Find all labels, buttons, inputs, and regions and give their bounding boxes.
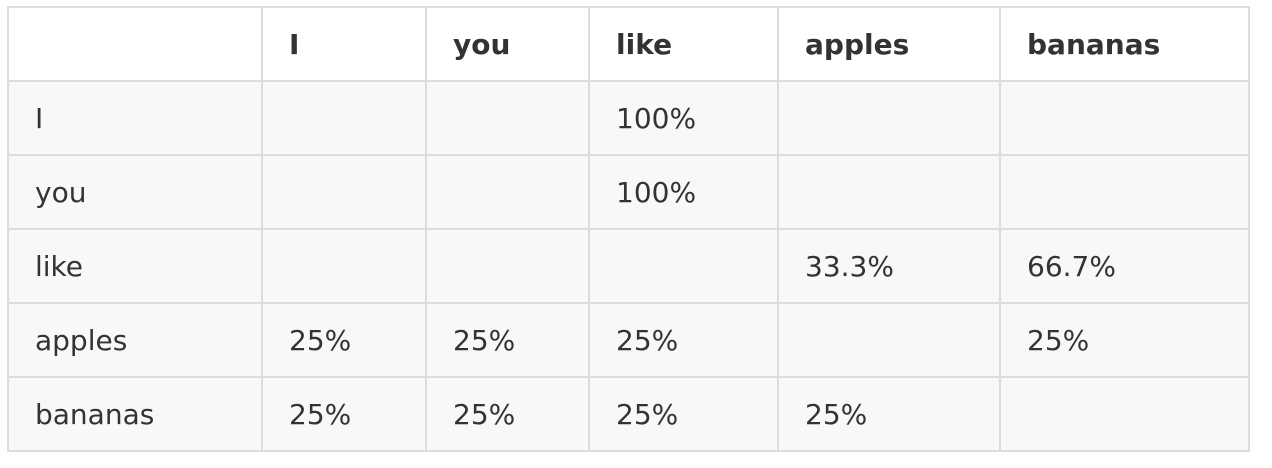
table-cell (777, 302, 1001, 378)
row-label: like (7, 228, 263, 304)
row-label: bananas (7, 376, 263, 452)
table-row: bananas 25% 25% 25% 25% (7, 376, 1250, 452)
table-row: apples 25% 25% 25% 25% (7, 302, 1250, 378)
table-cell (777, 80, 1001, 156)
word-transition-table: I you like apples bananas I 100% you 100… (7, 6, 1250, 452)
table-cell: 25% (425, 376, 590, 452)
table-cell: 100% (588, 80, 779, 156)
header-cell-apples: apples (777, 6, 1001, 82)
table-cell (425, 154, 590, 230)
table-cell (261, 154, 427, 230)
header-row: I you like apples bananas (7, 6, 1250, 82)
row-label: you (7, 154, 263, 230)
table-cell (999, 80, 1250, 156)
table-row: I 100% (7, 80, 1250, 156)
table-cell: 33.3% (777, 228, 1001, 304)
header-cell-you: you (425, 6, 590, 82)
header-cell-like: like (588, 6, 779, 82)
table-cell (261, 80, 427, 156)
transition-table-container: I you like apples bananas I 100% you 100… (7, 6, 1250, 452)
table-cell (261, 228, 427, 304)
table-cell: 25% (777, 376, 1001, 452)
table-cell: 25% (588, 302, 779, 378)
row-label: apples (7, 302, 263, 378)
table-cell: 100% (588, 154, 779, 230)
table-row: like 33.3% 66.7% (7, 228, 1250, 304)
table-cell: 66.7% (999, 228, 1250, 304)
table-body: I 100% you 100% like 33.3% (7, 80, 1250, 452)
table-cell: 25% (425, 302, 590, 378)
table-header: I you like apples bananas (7, 6, 1250, 82)
header-cell-i: I (261, 6, 427, 82)
table-cell (425, 228, 590, 304)
table-cell: 25% (999, 302, 1250, 378)
table-cell (425, 80, 590, 156)
header-cell-corner (7, 6, 263, 82)
table-row: you 100% (7, 154, 1250, 230)
table-cell (999, 376, 1250, 452)
table-cell (588, 228, 779, 304)
table-cell: 25% (261, 302, 427, 378)
table-cell (777, 154, 1001, 230)
table-cell (999, 154, 1250, 230)
row-label: I (7, 80, 263, 156)
header-cell-bananas: bananas (999, 6, 1250, 82)
table-cell: 25% (261, 376, 427, 452)
table-cell: 25% (588, 376, 779, 452)
